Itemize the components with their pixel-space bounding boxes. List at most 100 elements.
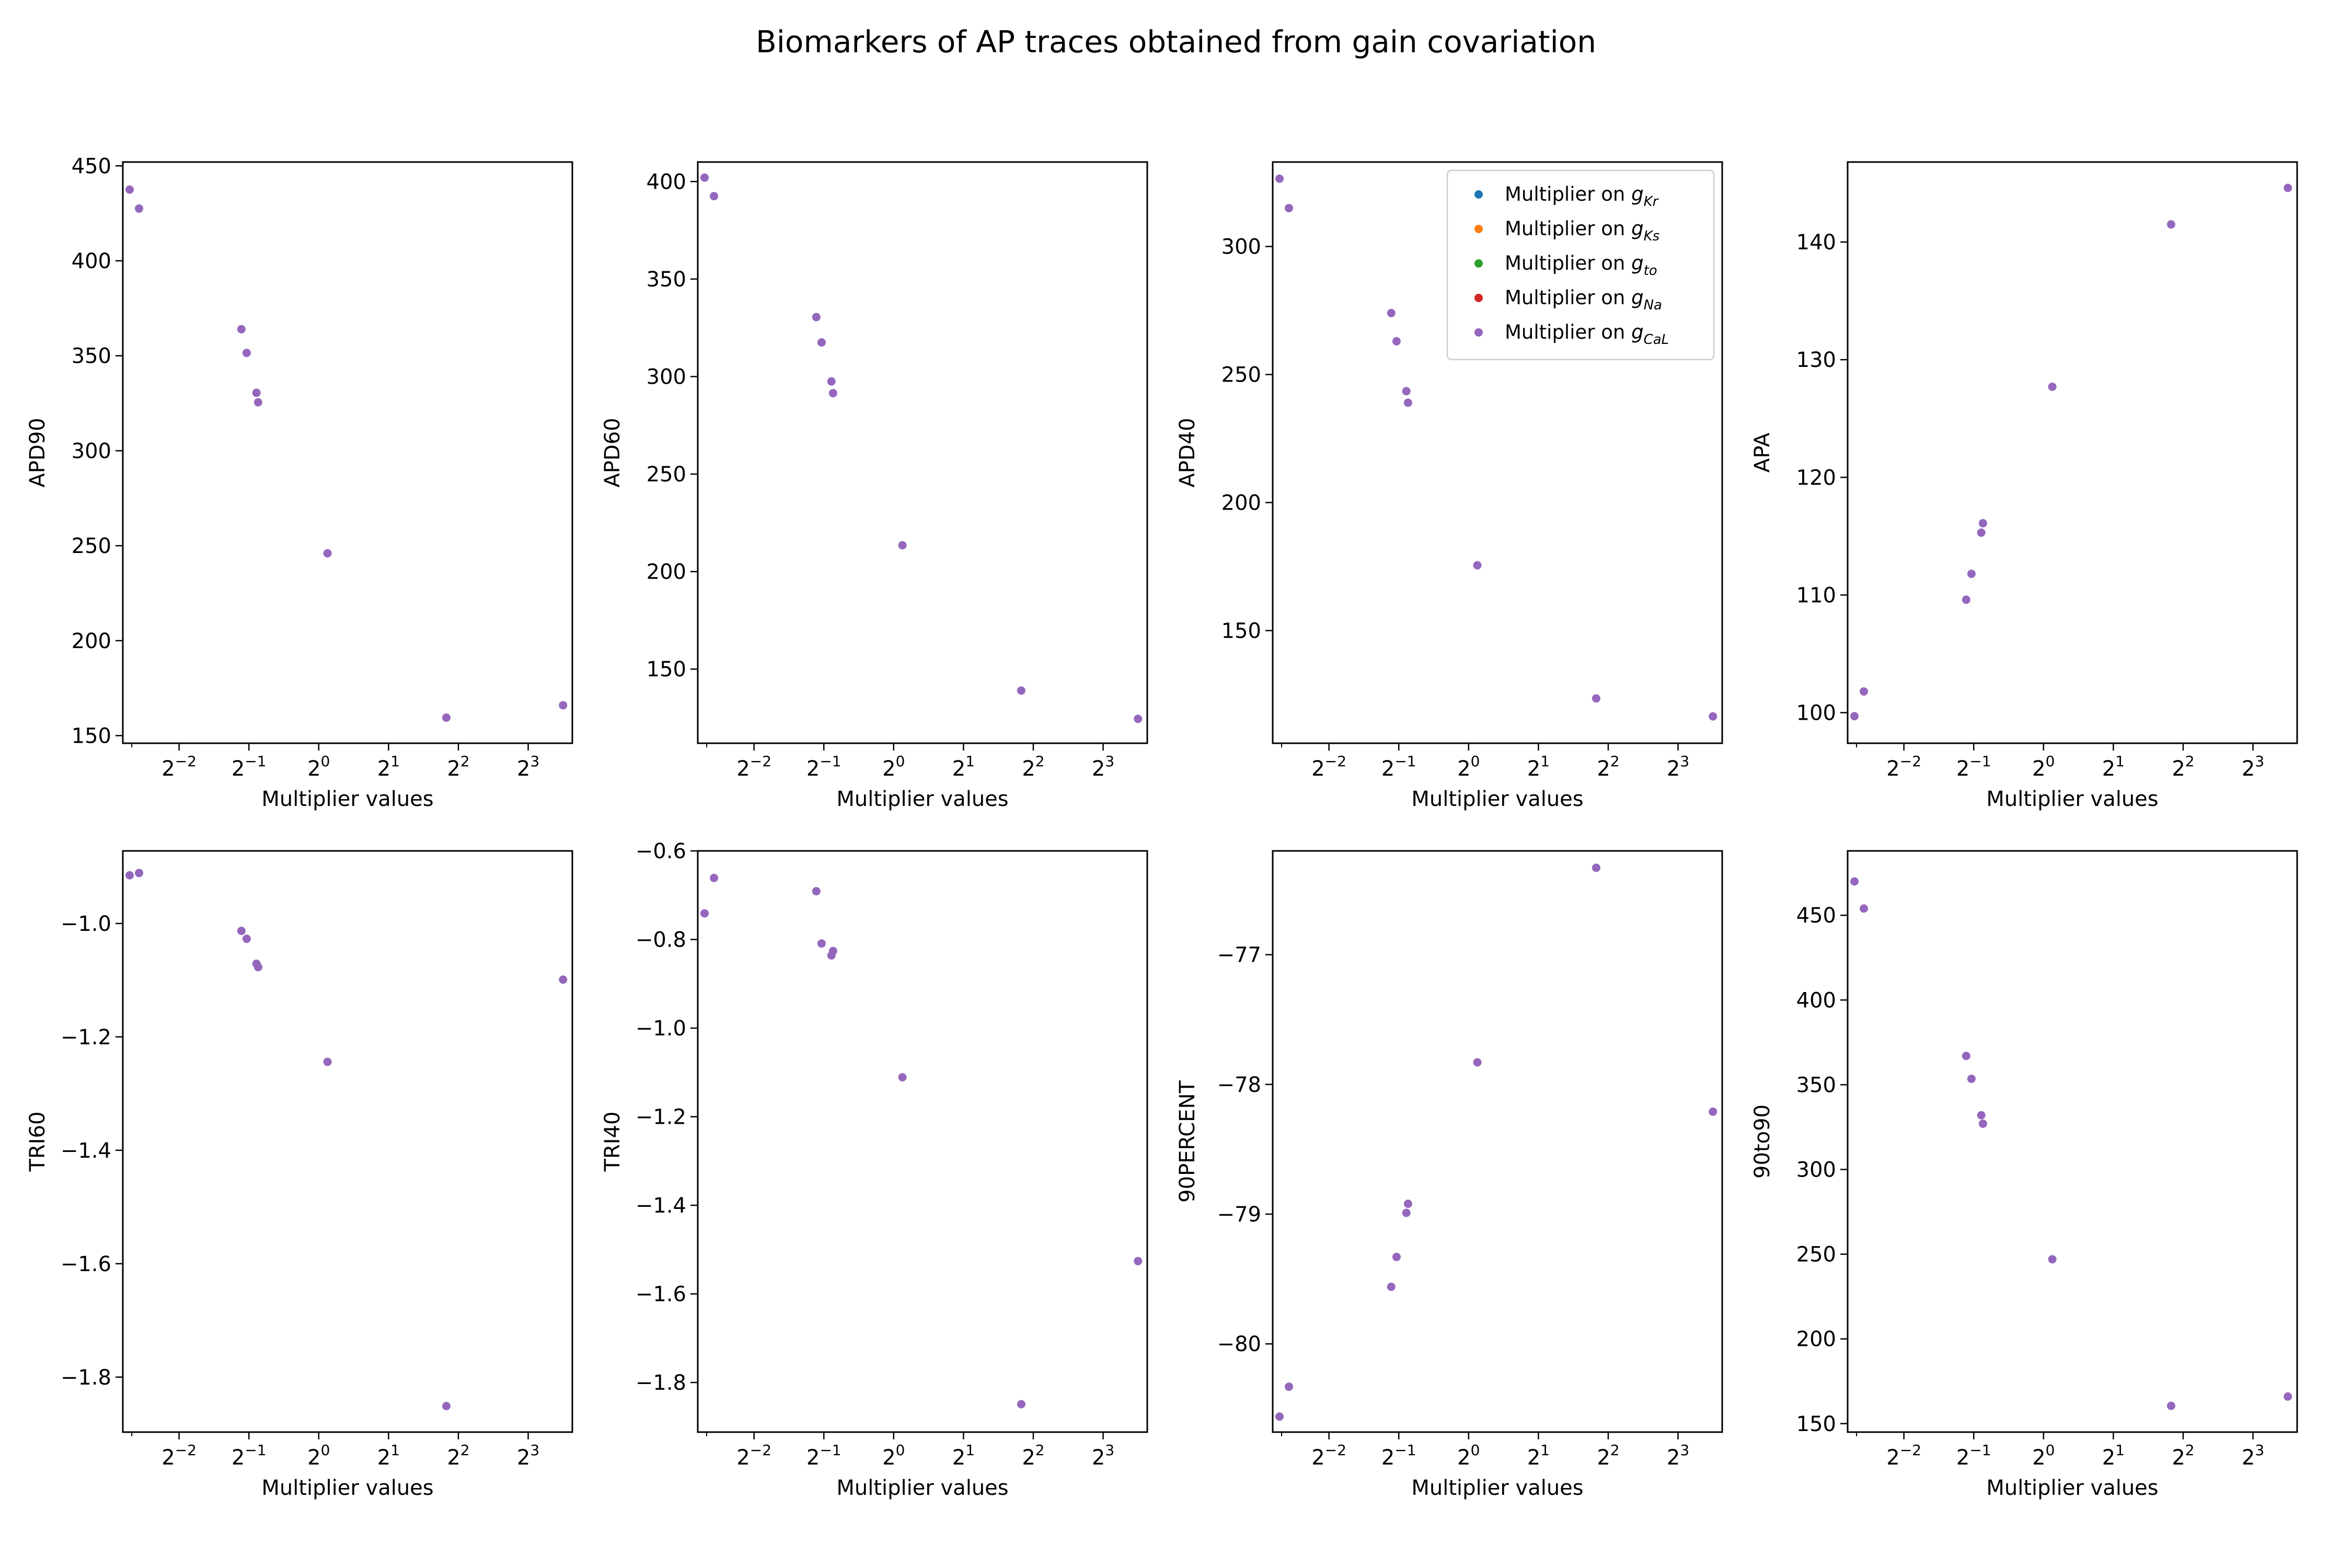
y-axis-label: 90PERCENT — [1175, 1080, 1200, 1203]
data-point — [700, 173, 709, 182]
axes-frame — [122, 850, 573, 1433]
data-point — [1962, 1052, 1970, 1060]
data-point — [710, 873, 719, 882]
x-tick-label: 20 — [2032, 1442, 2055, 1470]
x-tick-label: 20 — [1457, 753, 1480, 781]
x-tick-label: 20 — [1457, 1442, 1480, 1470]
y-tick-label: 300 — [647, 365, 686, 389]
x-tick-label: 2−1 — [232, 753, 267, 781]
data-point — [1967, 1075, 1976, 1083]
y-tick-label: 300 — [72, 439, 111, 463]
legend-entry: Multiplier on gto — [1505, 252, 1657, 279]
x-tick-label: 21 — [1527, 1442, 1550, 1470]
y-tick-label: 200 — [647, 560, 686, 584]
data-point — [828, 947, 837, 955]
y-axis-label: APD40 — [1175, 418, 1200, 487]
data-point — [1403, 1200, 1412, 1208]
y-tick-label: 250 — [1221, 363, 1261, 387]
x-axis-label: Multiplier values — [1411, 1476, 1583, 1500]
y-tick-label: 150 — [1796, 1412, 1836, 1436]
data-point — [1275, 1412, 1284, 1421]
data-point — [242, 935, 251, 943]
data-point — [1387, 1283, 1396, 1291]
data-point — [1978, 1119, 1987, 1128]
y-tick-label: 300 — [1796, 1158, 1836, 1182]
x-tick-label: 2−2 — [1311, 1442, 1346, 1470]
x-axis-label: Multiplier values — [261, 1476, 433, 1500]
data-point — [1017, 686, 1025, 695]
y-tick-label: 450 — [72, 154, 111, 178]
y-tick-label: −80 — [1217, 1332, 1261, 1356]
data-point — [1592, 863, 1600, 872]
y-tick-label: −1.8 — [61, 1366, 111, 1390]
x-axis-label: Multiplier values — [1411, 787, 1583, 811]
data-point — [1392, 337, 1401, 345]
data-point — [1978, 519, 1987, 528]
data-point — [817, 338, 826, 347]
y-tick-label: −1.0 — [636, 1017, 686, 1041]
y-tick-label: 250 — [647, 463, 686, 487]
y-tick-label: 150 — [1221, 619, 1261, 643]
data-point — [1962, 595, 1970, 604]
y-tick-label: 140 — [1796, 230, 1836, 255]
y-tick-label: −77 — [1217, 943, 1261, 967]
x-tick-label: 23 — [517, 1442, 539, 1470]
y-tick-label: 250 — [1796, 1243, 1836, 1267]
legend-marker — [1474, 294, 1483, 302]
data-point — [827, 377, 836, 386]
legend-marker — [1474, 225, 1483, 233]
y-tick-label: 400 — [647, 170, 686, 194]
x-tick-label: 22 — [1597, 1442, 1619, 1470]
data-point — [442, 1402, 451, 1411]
x-tick-label: 2−2 — [736, 753, 771, 781]
legend-entry: Multiplier on gKr — [1505, 183, 1659, 210]
x-tick-label: 20 — [307, 753, 330, 781]
data-point — [1850, 877, 1859, 886]
data-point — [1592, 694, 1600, 703]
data-point — [2284, 183, 2292, 192]
legend-entry: Multiplier on gCaL — [1505, 321, 1669, 348]
data-point — [898, 541, 907, 550]
y-tick-label: 300 — [1221, 235, 1261, 259]
y-axis-label: APD60 — [601, 418, 625, 487]
x-tick-label: 21 — [952, 1442, 975, 1470]
y-tick-label: −79 — [1217, 1203, 1261, 1227]
x-axis-label: Multiplier values — [836, 787, 1008, 811]
x-tick-label: 22 — [1022, 753, 1044, 781]
y-tick-label: 200 — [1221, 491, 1261, 515]
x-tick-label: 20 — [307, 1442, 330, 1470]
x-tick-label: 23 — [1667, 753, 1689, 781]
data-point — [700, 909, 709, 918]
y-tick-label: −1.2 — [61, 1025, 111, 1050]
y-tick-label: 250 — [72, 534, 111, 558]
y-tick-label: 150 — [647, 658, 686, 682]
data-point — [1392, 1252, 1401, 1261]
legend: Multiplier on gKr Multiplier on gKs Multip… — [1446, 169, 1715, 361]
x-tick-label: 2−2 — [1311, 753, 1346, 781]
figure-title: Biomarkers of AP traces obtained from ga… — [756, 24, 1596, 60]
y-axis-label: APD90 — [26, 418, 50, 487]
y-tick-label: 200 — [1796, 1328, 1836, 1352]
data-point — [1850, 712, 1859, 721]
data-point — [812, 887, 821, 896]
x-tick-label: 2−1 — [806, 753, 841, 781]
data-point — [2048, 1255, 2057, 1264]
x-axis-label: Multiplier values — [1986, 1476, 2158, 1500]
legend-marker — [1474, 328, 1483, 337]
data-point — [253, 398, 262, 407]
data-point — [237, 926, 246, 935]
data-point — [1709, 1107, 1717, 1116]
data-point — [1017, 1400, 1025, 1409]
data-point — [1402, 1208, 1411, 1217]
y-tick-label: 200 — [72, 629, 111, 653]
axes-frame — [1847, 161, 2298, 744]
data-point — [559, 975, 568, 984]
data-point — [253, 963, 262, 972]
x-axis-label: Multiplier values — [836, 1476, 1008, 1500]
data-point — [1709, 712, 1717, 721]
y-tick-label: 130 — [1796, 348, 1836, 372]
data-point — [2048, 382, 2057, 391]
x-tick-label: 22 — [2172, 1442, 2194, 1470]
y-tick-label: −1.4 — [636, 1194, 686, 1218]
y-axis-label: TRI40 — [601, 1112, 625, 1172]
